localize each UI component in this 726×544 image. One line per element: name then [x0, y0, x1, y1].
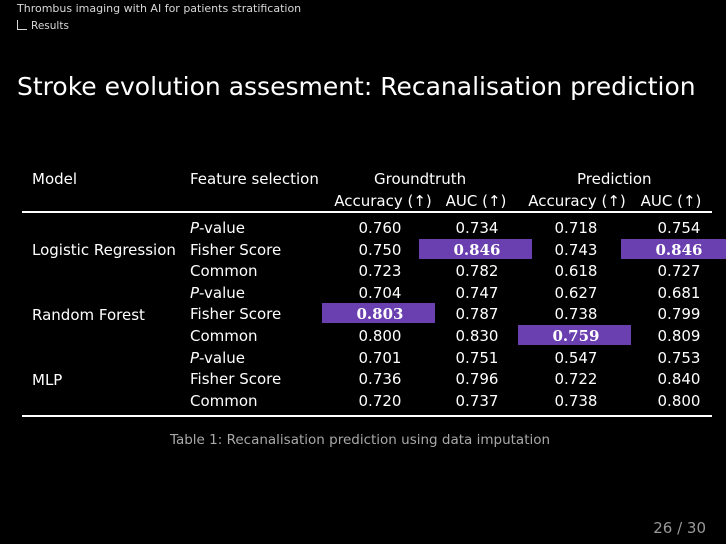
- model-label: Logistic Regression: [32, 241, 176, 259]
- slide-title: Stroke evolution assesment: Recanalisati…: [17, 72, 696, 101]
- tree-corner-icon: [17, 20, 27, 30]
- breadcrumb-section[interactable]: Thrombus imaging with AI for patients st…: [17, 2, 302, 15]
- p-symbol: P: [190, 348, 200, 367]
- feature-label: Fisher Score: [190, 305, 282, 324]
- value-cell: 0.751: [455, 348, 499, 367]
- value-cell: 0.738: [554, 305, 598, 324]
- feature-cell: Fisher Score: [190, 369, 281, 389]
- value-cell: 0.618: [554, 262, 598, 281]
- value-cell: 0.809: [657, 327, 701, 345]
- value-cell: 0.734: [455, 219, 499, 237]
- value-cell: 0.720: [358, 391, 402, 410]
- table-caption: Table 1: Recanalisation prediction using…: [169, 432, 551, 448]
- header-feature-selection: Feature selection: [190, 170, 319, 188]
- breadcrumb-subsection[interactable]: Results: [31, 20, 69, 32]
- page-number: 26 / 30: [653, 519, 706, 537]
- feature-cell: Fisher Score: [190, 240, 281, 260]
- value-cell: 0.830: [455, 327, 499, 345]
- feature-label: Fisher Score: [190, 240, 282, 259]
- value-cell: 0.736: [358, 370, 402, 389]
- value-cell: 0.840: [657, 370, 701, 389]
- feature-label: Fisher Score: [190, 370, 282, 389]
- value-cell: 0.796: [455, 370, 499, 389]
- value-cell: 0.787: [455, 305, 499, 324]
- model-label: MLP: [32, 371, 63, 389]
- value-cell: 0.737: [455, 391, 499, 410]
- feature-cell: P-value: [190, 283, 245, 303]
- breadcrumb-sub: Results: [17, 19, 301, 33]
- header-model: Model: [32, 170, 78, 188]
- feature-label: -value: [199, 348, 246, 367]
- value-cell: 0.782: [455, 262, 499, 281]
- feature-cell: Common: [190, 326, 258, 346]
- feature-cell: Common: [190, 391, 258, 411]
- feature-cell: P-value: [190, 218, 245, 238]
- value-cell: 0.759: [552, 327, 600, 345]
- model-label: Random Forest: [32, 306, 145, 324]
- value-cell: 0.799: [657, 305, 701, 324]
- value-cell: 0.846: [453, 240, 501, 259]
- value-cell: 0.750: [358, 240, 402, 259]
- highlight-box: [322, 303, 435, 324]
- value-cell: 0.800: [657, 391, 701, 410]
- value-cell: 0.727: [657, 262, 701, 281]
- value-cell: 0.722: [554, 370, 598, 389]
- value-cell: 0.753: [657, 348, 701, 367]
- value-cell: 0.747: [455, 283, 499, 302]
- value-cell: 0.547: [554, 348, 598, 367]
- feature-label: -value: [199, 219, 246, 237]
- value-cell: 0.760: [358, 219, 402, 237]
- value-cell: 0.704: [358, 283, 402, 302]
- p-symbol: P: [190, 283, 200, 302]
- value-cell: 0.754: [657, 219, 701, 237]
- value-cell: 0.803: [356, 305, 404, 324]
- feature-cell: Fisher Score: [190, 304, 281, 324]
- value-cell: 0.743: [554, 240, 598, 259]
- header-groundtruth: Groundtruth: [374, 170, 467, 188]
- breadcrumb: Thrombus imaging with AI for patients st…: [17, 2, 301, 33]
- feature-label: Common: [190, 327, 258, 345]
- value-cell: 0.738: [554, 391, 598, 410]
- value-cell: 0.723: [358, 262, 402, 281]
- header-pred-auc: AUC (↑): [640, 192, 702, 210]
- header-prediction: Prediction: [577, 170, 652, 188]
- header-gt-accuracy: Accuracy (↑): [334, 192, 432, 210]
- header-rule: [22, 211, 712, 213]
- feature-cell: P-value: [190, 348, 245, 368]
- feature-label: -value: [199, 283, 246, 302]
- feature-label: Common: [190, 391, 258, 410]
- value-cell: 0.701: [358, 348, 402, 367]
- p-symbol: P: [190, 219, 200, 237]
- value-cell: 0.846: [655, 240, 703, 259]
- highlight-box: [419, 238, 532, 259]
- highlight-box: [518, 325, 631, 345]
- feature-cell: Common: [190, 261, 258, 281]
- value-cell: 0.800: [358, 327, 402, 345]
- value-cell: 0.681: [657, 283, 701, 302]
- value-cell: 0.627: [554, 283, 598, 302]
- highlight-box: [621, 238, 726, 259]
- header-gt-auc: AUC (↑): [445, 192, 507, 210]
- feature-label: Common: [190, 262, 258, 281]
- header-pred-accuracy: Accuracy (↑): [528, 192, 626, 210]
- bottom-rule: [22, 415, 712, 417]
- value-cell: 0.718: [554, 219, 598, 237]
